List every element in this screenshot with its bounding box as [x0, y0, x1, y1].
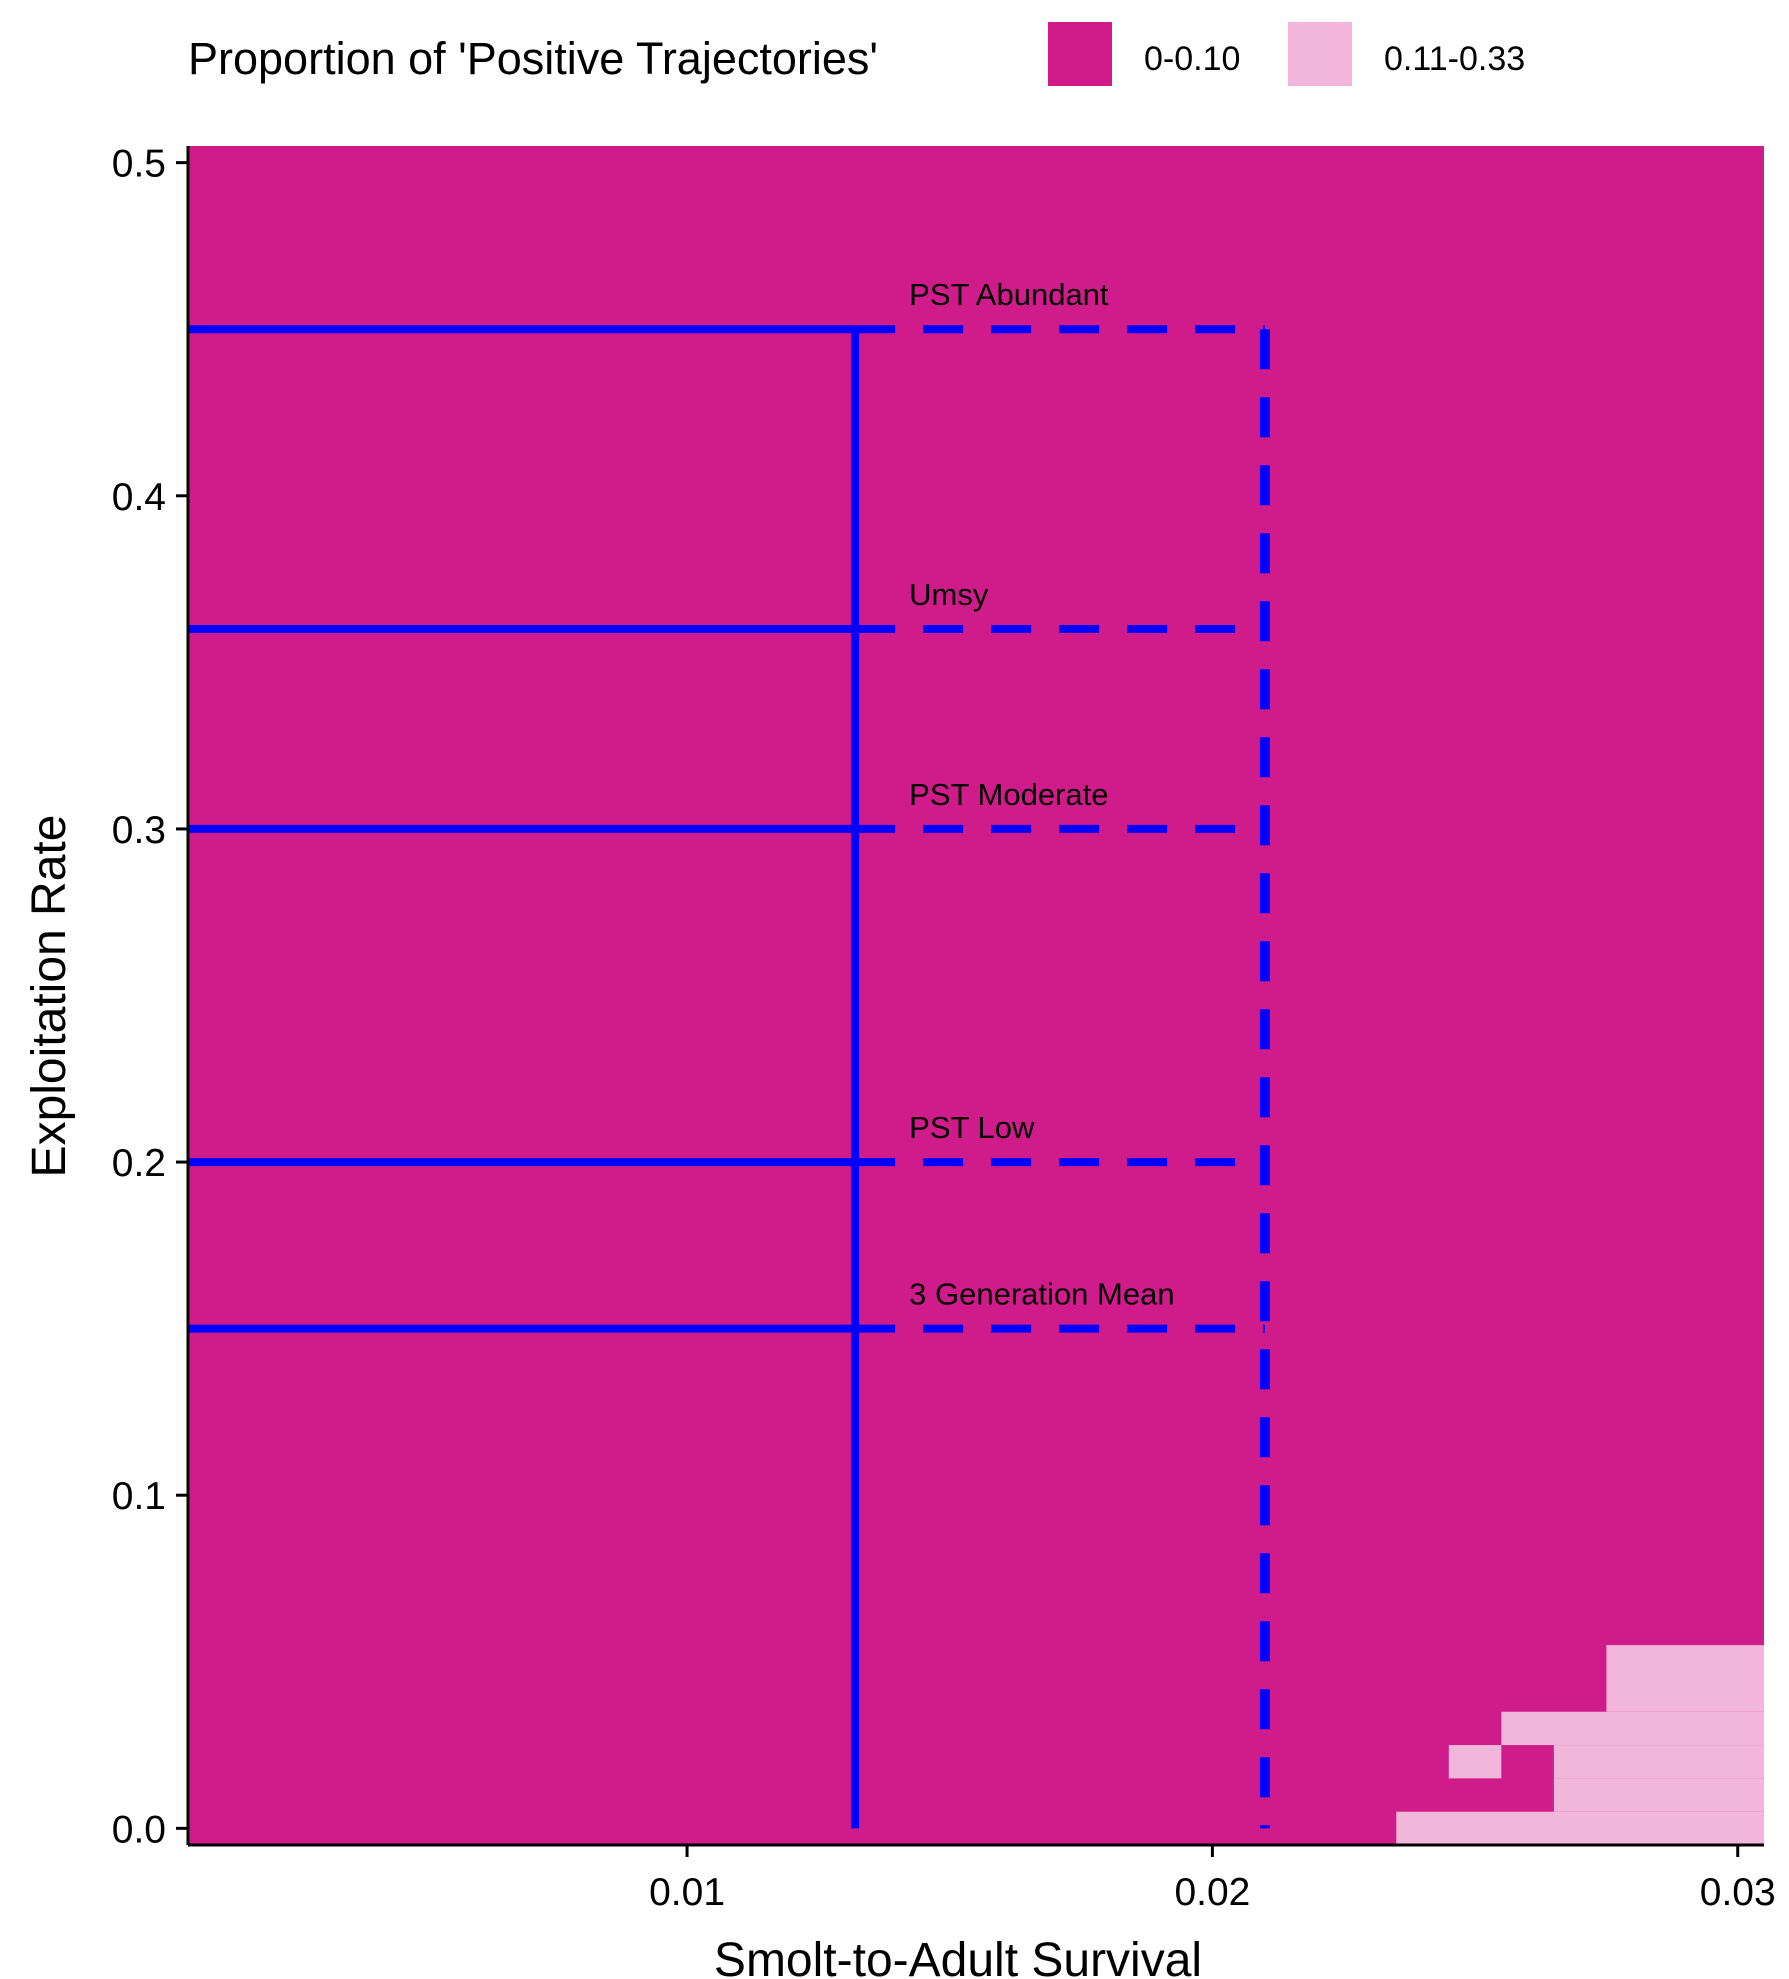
x-axis-title: Smolt-to-Adult Survival [714, 1934, 1202, 1979]
y-tick-label: 0.5 [112, 143, 166, 186]
x-tick-label: 0.03 [1700, 1871, 1776, 1914]
y-tick-label: 0.0 [112, 1808, 166, 1851]
y-tick-label: 0.1 [112, 1475, 166, 1518]
plot-area [188, 146, 1764, 1845]
ref-line-label: Umsy [909, 577, 989, 612]
y-axis-title: Exploitation Rate [23, 815, 76, 1178]
ref-line-label: PST Low [909, 1110, 1035, 1145]
heatmap-background [188, 146, 1764, 1845]
x-tick-label: 0.01 [649, 1871, 725, 1914]
heatmap-cell [1448, 1745, 1502, 1779]
legend-label: 0.11-0.33 [1384, 40, 1525, 78]
heatmap-cells [1396, 1645, 1764, 1845]
legend-label: 0-0.10 [1144, 40, 1240, 78]
legend-swatch [1048, 22, 1112, 86]
legend-title: Proportion of 'Positive Trajectories' [188, 33, 878, 84]
heatmap-cell [1553, 1778, 1764, 1812]
reference-lines: PST Abundant Umsy PST Moderate PST Low 3 Gen… [188, 277, 1270, 1829]
ref-line-label: 3 Generation Mean [909, 1277, 1174, 1312]
legend-swatch [1288, 22, 1352, 86]
ref-line-label: PST Abundant [909, 277, 1109, 312]
heatmap-cell [1396, 1811, 1764, 1845]
x-tick-label: 0.02 [1174, 1871, 1250, 1914]
legend: Proportion of 'Positive Trajectories' 0-… [188, 22, 1525, 86]
y-tick-label: 0.2 [112, 1142, 166, 1185]
y-tick-label: 0.3 [112, 809, 166, 852]
heatmap-cell [1553, 1745, 1764, 1779]
heatmap-cell [1606, 1645, 1764, 1712]
axes: 0.01 0.02 0.03 0.0 0.1 0.2 0.3 0.4 0.5 [112, 143, 1776, 1914]
heatmap-cell [1501, 1711, 1764, 1746]
y-tick-label: 0.4 [112, 476, 166, 519]
ref-line-label: PST Moderate [909, 777, 1108, 812]
